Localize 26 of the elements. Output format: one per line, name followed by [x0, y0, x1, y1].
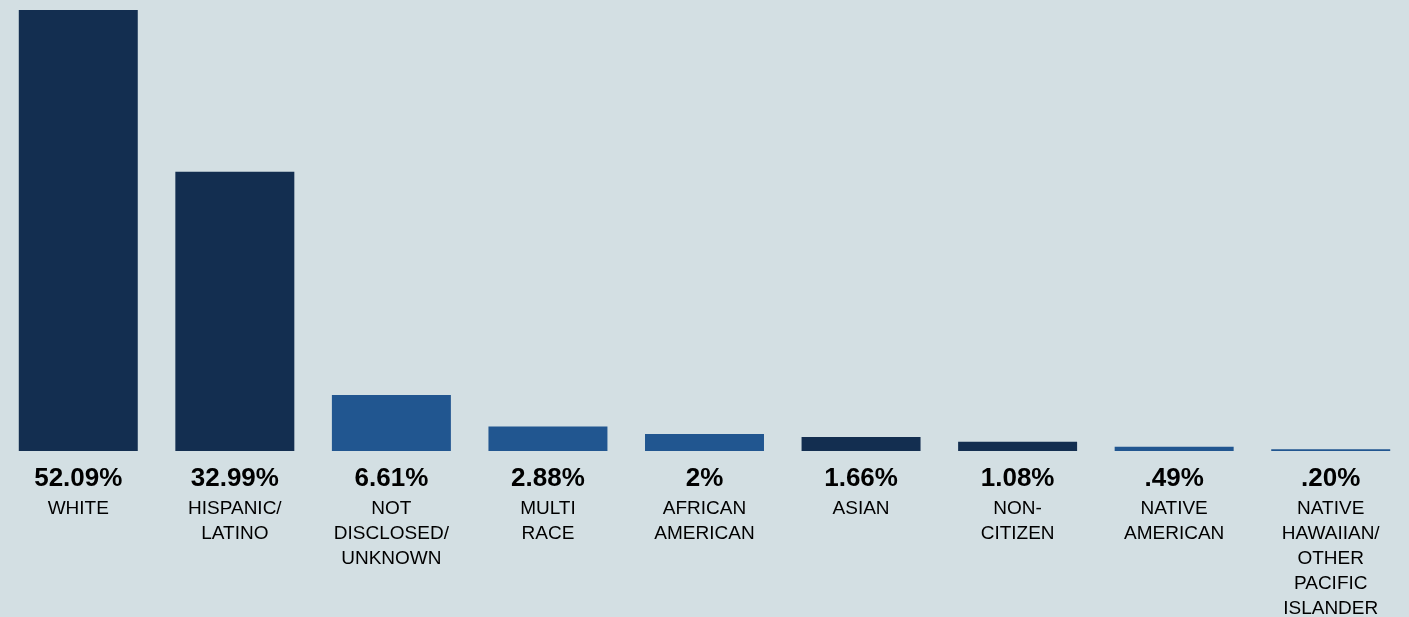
data-label: 32.99% — [190, 462, 279, 492]
data-label: 2.88% — [511, 462, 585, 492]
bar — [488, 426, 608, 451]
bar — [18, 10, 138, 451]
x-tick-label: NATIVE AMERICAN — [1124, 497, 1225, 543]
bar — [175, 171, 295, 451]
data-label: 1.66% — [824, 462, 898, 492]
bar — [331, 395, 451, 451]
data-label: 2% — [685, 462, 724, 492]
x-tick-label: WHITE — [47, 497, 109, 518]
x-tick-label: NON- CITIZEN — [980, 497, 1055, 543]
bar — [801, 436, 921, 451]
data-label: 52.09% — [34, 462, 123, 492]
x-tick-label: ASIAN — [832, 497, 890, 518]
data-label: .20% — [1301, 462, 1361, 492]
x-tick-label: NATIVE HAWAIIAN/ OTHER PACIFIC ISLANDER — [1281, 497, 1381, 617]
data-label: 1.08% — [980, 462, 1055, 492]
bar — [645, 434, 764, 451]
data-label: 6.61% — [354, 462, 429, 492]
bar — [958, 441, 1078, 451]
x-tick-label: HISPANIC/ LATINO — [188, 497, 283, 543]
x-tick-label: MULTI RACE — [520, 497, 576, 543]
x-tick-label: AFRICAN AMERICAN — [654, 497, 755, 543]
x-tick-label: NOT DISCLOSED/ UNKNOWN — [333, 497, 450, 568]
bar — [1114, 446, 1234, 451]
data-label: .49% — [1144, 462, 1204, 492]
